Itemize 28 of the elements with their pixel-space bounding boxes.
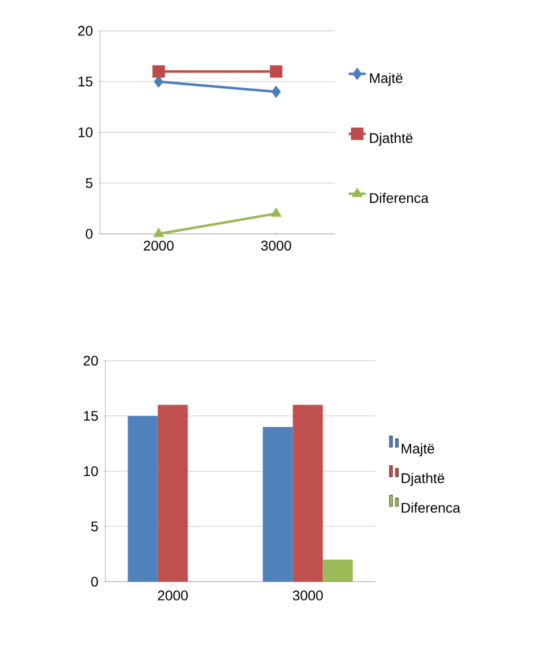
legend-label: Djathtë <box>370 132 413 146</box>
legend-label: Majtë <box>370 72 402 86</box>
y-tick-label: 0 <box>86 228 92 239</box>
bar <box>322 560 353 582</box>
y-tick-label: 15 <box>84 411 98 421</box>
point <box>271 86 281 98</box>
legend-label: Majtë <box>402 443 434 456</box>
y-tick-label: 10 <box>84 466 98 476</box>
y-tick-label: 15 <box>78 76 92 86</box>
bar <box>158 404 188 582</box>
y-tick-label: 20 <box>84 356 98 366</box>
y-tick-label: 0 <box>91 576 98 587</box>
bar <box>292 404 323 582</box>
x-tick-label: 3000 <box>292 590 323 600</box>
legend-label: Diferenca <box>370 192 429 203</box>
bar <box>128 416 158 582</box>
y-tick-label: 5 <box>91 522 98 532</box>
x-tick-label: 2000 <box>158 590 188 600</box>
bar <box>262 426 293 582</box>
legend-label: Diferenca <box>402 502 460 513</box>
x-tick-label: 3000 <box>261 240 292 251</box>
point <box>270 65 282 78</box>
point <box>152 65 165 78</box>
y-tick-label: 20 <box>78 26 92 36</box>
legend-label: Djathtë <box>402 472 444 486</box>
y-tick-label: 10 <box>78 127 92 138</box>
x-tick-label: 2000 <box>144 240 174 251</box>
y-tick-label: 5 <box>86 178 92 188</box>
